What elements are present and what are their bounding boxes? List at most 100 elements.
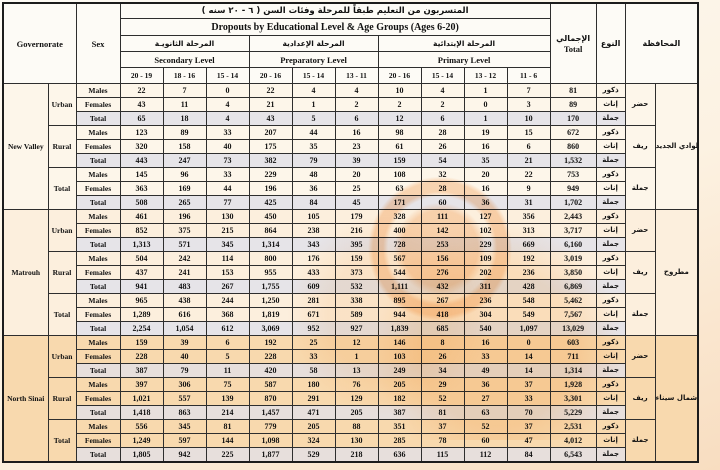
value-cell: 139: [205, 391, 250, 406]
table-title-english: Dropouts by Educational Level & Age Grou…: [119, 18, 551, 36]
value-cell: 397: [119, 377, 164, 392]
value-cell: 942: [162, 447, 207, 463]
value-cell: 89: [162, 125, 207, 140]
value-cell: 636: [377, 447, 422, 463]
value-cell: 182: [377, 391, 422, 406]
value-cell: 241: [162, 265, 207, 280]
value-cell: 47: [506, 433, 551, 448]
value-cell: 33: [506, 391, 551, 406]
value-cell: 27: [463, 391, 508, 406]
value-cell: 400: [377, 223, 422, 238]
value-cell: 267: [420, 293, 465, 308]
value-cell: 196: [248, 181, 293, 196]
value-cell: 571: [162, 237, 207, 252]
value-cell: 236: [506, 265, 551, 280]
governorate-en-header: Governorate: [2, 2, 77, 84]
value-cell: 438: [162, 293, 207, 308]
value-cell: 159: [119, 335, 164, 350]
value-cell: 870: [248, 391, 293, 406]
sex-label-en: Females: [75, 349, 121, 364]
value-cell: 29: [420, 377, 465, 392]
value-cell: 351: [377, 419, 422, 434]
value-cell: 267: [205, 279, 250, 294]
row-total-cell: 13,029: [549, 321, 597, 336]
sex-label-en: Females: [75, 391, 121, 406]
table-row: North Sinai Urban Males 159 39 6 192 25 12 146 8 16…: [2, 335, 699, 463]
value-cell: 3,069: [248, 321, 293, 336]
value-cell: 1,250: [248, 293, 293, 308]
value-cell: 31: [506, 195, 551, 210]
value-cell: 852: [119, 223, 164, 238]
value-cell: 1,098: [248, 433, 293, 448]
dropouts-statistics-table: Governorate Sex المتسربون من التعليم طبق…: [2, 2, 700, 463]
residence-label-ar: ريف: [624, 377, 656, 420]
value-cell: 229: [248, 167, 293, 182]
value-cell: 324: [291, 433, 336, 448]
value-cell: 12: [334, 335, 379, 350]
value-cell: 16: [463, 181, 508, 196]
value-cell: 548: [506, 293, 551, 308]
value-cell: 44: [291, 125, 336, 140]
value-cell: 28: [420, 125, 465, 140]
value-cell: 225: [205, 447, 250, 463]
sex-label-en: Females: [75, 139, 121, 154]
value-cell: 685: [420, 321, 465, 336]
value-cell: 5: [205, 349, 250, 364]
value-cell: 1,418: [119, 405, 164, 420]
secondary-level-english: Secondary Level: [119, 51, 250, 68]
table-row: Total 387 79 11 420 58 13 249 34 49 14 1,314 جملة: [3, 363, 698, 378]
age-col-header: 15 - 14: [420, 67, 465, 84]
value-cell: 345: [205, 237, 250, 252]
value-cell: 48: [291, 167, 336, 182]
value-cell: 965: [119, 293, 164, 308]
sex-label-ar: جملة: [595, 195, 626, 210]
value-cell: 328: [377, 209, 422, 224]
value-cell: 13: [334, 363, 379, 378]
residence-label-en: Urban: [47, 83, 77, 126]
value-cell: 356: [506, 209, 551, 224]
row-total-cell: 89: [549, 97, 597, 112]
value-cell: 108: [377, 167, 422, 182]
value-cell: 43: [119, 97, 164, 112]
value-cell: 895: [377, 293, 422, 308]
table-row: Total 2,254 1,054 612 3,069 952 927 1,839 685 540…: [3, 321, 698, 336]
value-cell: 779: [248, 419, 293, 434]
sex-label-ar: جملة: [595, 405, 626, 420]
value-cell: 216: [334, 223, 379, 238]
age-col-header: 13 - 11: [334, 67, 379, 84]
row-total-cell: 1,928: [549, 377, 597, 392]
row-total-cell: 3,850: [549, 265, 597, 280]
value-cell: 616: [162, 307, 207, 322]
value-cell: 1,805: [119, 447, 164, 463]
value-cell: 373: [334, 265, 379, 280]
value-cell: 88: [334, 419, 379, 434]
value-cell: 382: [248, 153, 293, 168]
value-cell: 306: [162, 377, 207, 392]
value-cell: 338: [334, 293, 379, 308]
table-row: Total Males 556 345 81 779 205 88 351 37 52 37 2,531…: [3, 419, 698, 463]
value-cell: 4: [334, 83, 379, 98]
sex-label-ar: جملة: [595, 111, 626, 126]
value-cell: 549: [506, 307, 551, 322]
value-cell: 313: [506, 223, 551, 238]
residence-label-ar: جملة: [624, 419, 656, 463]
value-cell: 34: [420, 363, 465, 378]
sex-label-ar: إناث: [595, 223, 626, 238]
value-cell: 864: [248, 223, 293, 238]
sex-label-ar: إناث: [595, 391, 626, 406]
value-cell: 14: [506, 363, 551, 378]
table-row: Females 228 40 5 228 33 1 103 26 33 14 711 إناث: [3, 349, 698, 364]
value-cell: 556: [119, 419, 164, 434]
value-cell: 343: [291, 237, 336, 252]
value-cell: 23: [334, 139, 379, 154]
value-cell: 22: [506, 167, 551, 182]
value-cell: 253: [420, 237, 465, 252]
value-cell: 927: [334, 321, 379, 336]
value-cell: 1,839: [377, 321, 422, 336]
value-cell: 7: [162, 83, 207, 98]
sex-label-ar: ذكور: [595, 419, 626, 434]
value-cell: 2: [334, 97, 379, 112]
value-cell: 863: [162, 405, 207, 420]
value-cell: 78: [420, 433, 465, 448]
table-row: Total 65 18 4 43 5 6 12 6 1 10 170 جملة: [3, 111, 698, 126]
